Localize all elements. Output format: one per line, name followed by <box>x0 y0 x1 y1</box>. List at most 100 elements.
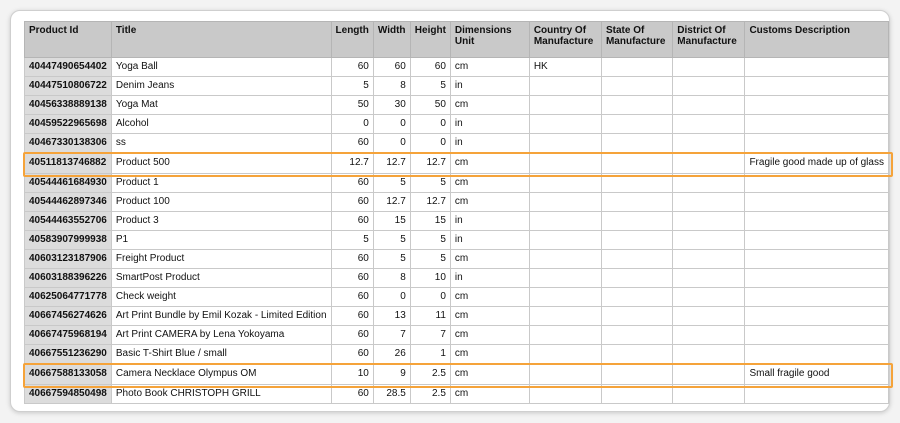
cell-dimensions-unit[interactable]: cm <box>449 384 530 404</box>
cell-title[interactable]: Product 1 <box>110 173 332 193</box>
cell-dimensions-unit[interactable]: cm <box>449 192 530 212</box>
cell-state[interactable] <box>600 344 674 364</box>
cell-title[interactable]: ss <box>110 133 332 153</box>
table-row[interactable]: 40667456274626 Art Print Bundle by Emil K… <box>24 306 889 326</box>
cell-customs-description[interactable] <box>744 249 889 269</box>
header-district-of-manufacture[interactable]: District Of Manufacture <box>672 21 746 58</box>
cell-state[interactable] <box>600 133 674 153</box>
cell-height[interactable]: 0 <box>409 133 451 153</box>
cell-country[interactable] <box>528 133 602 153</box>
cell-length[interactable]: 12.7 <box>330 152 374 174</box>
cell-height[interactable]: 50 <box>409 95 451 115</box>
table-row[interactable]: 40667588133058 Camera Necklace Olympus OM… <box>24 363 889 385</box>
cell-customs-description[interactable] <box>744 211 889 231</box>
cell-state[interactable] <box>600 249 674 269</box>
table-row[interactable]: 40667594850498 Photo Book CHRISTOPH GRILL… <box>24 384 889 404</box>
cell-dimensions-unit[interactable]: in <box>449 76 530 96</box>
header-customs-description[interactable]: Customs Description <box>744 21 889 58</box>
cell-title[interactable]: Freight Product <box>110 249 332 269</box>
cell-district[interactable] <box>672 249 746 269</box>
cell-product-id[interactable]: 40511813746882 <box>24 152 112 174</box>
cell-country[interactable] <box>528 114 602 134</box>
header-width[interactable]: Width <box>372 21 411 58</box>
cell-country[interactable] <box>528 325 602 345</box>
table-row[interactable]: 40456338889138 Yoga Mat 50 30 50 cm <box>24 95 889 115</box>
cell-country[interactable] <box>528 152 602 174</box>
header-product-id[interactable]: Product Id <box>24 21 112 58</box>
cell-dimensions-unit[interactable]: cm <box>449 325 530 345</box>
cell-product-id[interactable]: 40447510806722 <box>24 76 112 96</box>
cell-country[interactable] <box>528 76 602 96</box>
table-row[interactable]: 40467330138306 ss 60 0 0 in <box>24 133 889 153</box>
cell-dimensions-unit[interactable]: cm <box>449 287 530 307</box>
cell-width[interactable]: 8 <box>372 76 411 96</box>
cell-height[interactable]: 15 <box>409 211 451 231</box>
header-length[interactable]: Length <box>330 21 374 58</box>
cell-width[interactable]: 28.5 <box>372 384 411 404</box>
cell-customs-description[interactable] <box>744 95 889 115</box>
cell-width[interactable]: 5 <box>372 173 411 193</box>
cell-width[interactable]: 8 <box>372 268 411 288</box>
cell-title[interactable]: Product 100 <box>110 192 332 212</box>
cell-district[interactable] <box>672 230 746 250</box>
cell-dimensions-unit[interactable]: cm <box>449 173 530 193</box>
cell-length[interactable]: 60 <box>330 287 374 307</box>
cell-country[interactable] <box>528 344 602 364</box>
table-row[interactable]: 40447510806722 Denim Jeans 5 8 5 in <box>24 76 889 96</box>
table-row[interactable]: 40544461684930 Product 1 60 5 5 cm <box>24 173 889 193</box>
cell-district[interactable] <box>672 192 746 212</box>
cell-height[interactable]: 0 <box>409 287 451 307</box>
cell-dimensions-unit[interactable]: cm <box>449 57 530 77</box>
cell-product-id[interactable]: 40603123187906 <box>24 249 112 269</box>
cell-width[interactable]: 0 <box>372 114 411 134</box>
table-row[interactable]: 40544463552706 Product 3 60 15 15 in <box>24 211 889 231</box>
cell-height[interactable]: 5 <box>409 76 451 96</box>
table-row[interactable]: 40603188396226 SmartPost Product 60 8 10 in <box>24 268 889 288</box>
cell-district[interactable] <box>672 57 746 77</box>
cell-product-id[interactable]: 40625064771778 <box>24 287 112 307</box>
cell-title[interactable]: Denim Jeans <box>110 76 332 96</box>
cell-state[interactable] <box>600 152 674 174</box>
cell-length[interactable]: 60 <box>330 268 374 288</box>
cell-product-id[interactable]: 40467330138306 <box>24 133 112 153</box>
cell-customs-description[interactable] <box>744 344 889 364</box>
cell-dimensions-unit[interactable]: in <box>449 211 530 231</box>
cell-country[interactable] <box>528 249 602 269</box>
cell-customs-description[interactable]: Fragile good made up of glass <box>744 152 889 174</box>
cell-customs-description[interactable] <box>744 173 889 193</box>
cell-height[interactable]: 5 <box>409 173 451 193</box>
cell-customs-description[interactable] <box>744 133 889 153</box>
cell-product-id[interactable]: 40544463552706 <box>24 211 112 231</box>
cell-state[interactable] <box>600 173 674 193</box>
header-height[interactable]: Height <box>409 21 451 58</box>
cell-district[interactable] <box>672 173 746 193</box>
cell-customs-description[interactable] <box>744 287 889 307</box>
cell-title[interactable]: Check weight <box>110 287 332 307</box>
cell-length[interactable]: 60 <box>330 57 374 77</box>
cell-state[interactable] <box>600 114 674 134</box>
cell-title[interactable]: Art Print Bundle by Emil Kozak - Limited… <box>110 306 332 326</box>
cell-product-id[interactable]: 40544462897346 <box>24 192 112 212</box>
cell-height[interactable]: 1 <box>409 344 451 364</box>
cell-state[interactable] <box>600 230 674 250</box>
cell-width[interactable]: 5 <box>372 230 411 250</box>
cell-height[interactable]: 12.7 <box>409 192 451 212</box>
cell-height[interactable]: 7 <box>409 325 451 345</box>
cell-country[interactable] <box>528 95 602 115</box>
cell-district[interactable] <box>672 133 746 153</box>
cell-customs-description[interactable] <box>744 268 889 288</box>
cell-title[interactable]: Yoga Mat <box>110 95 332 115</box>
cell-product-id[interactable]: 40447490654402 <box>24 57 112 77</box>
cell-product-id[interactable]: 40603188396226 <box>24 268 112 288</box>
cell-length[interactable]: 60 <box>330 211 374 231</box>
cell-length[interactable]: 60 <box>330 173 374 193</box>
cell-length[interactable]: 10 <box>330 363 374 385</box>
cell-title[interactable]: Alcohol <box>110 114 332 134</box>
table-row[interactable]: 40459522965698 Alcohol 0 0 0 in <box>24 114 889 134</box>
cell-country[interactable] <box>528 287 602 307</box>
cell-district[interactable] <box>672 114 746 134</box>
cell-dimensions-unit[interactable]: in <box>449 268 530 288</box>
cell-district[interactable] <box>672 306 746 326</box>
table-row[interactable]: 40511813746882 Product 500 12.7 12.7 12.7 cm F… <box>24 152 889 174</box>
cell-length[interactable]: 0 <box>330 114 374 134</box>
